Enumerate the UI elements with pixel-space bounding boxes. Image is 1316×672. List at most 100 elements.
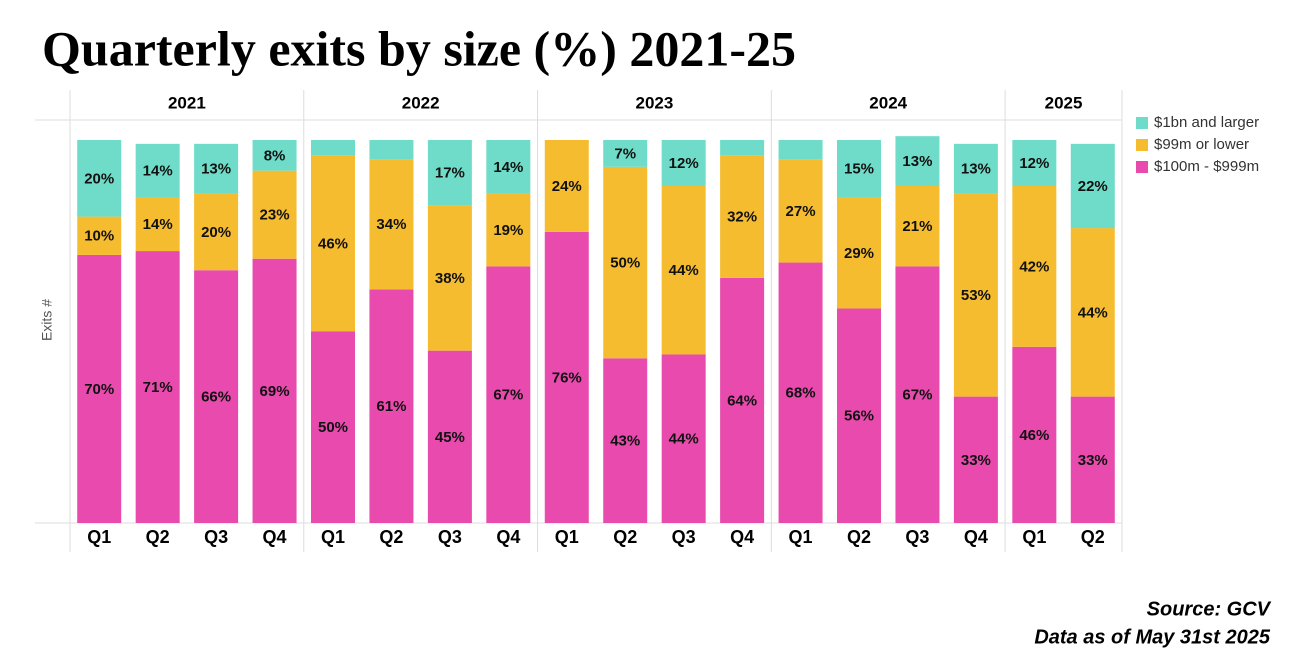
- bar-segment: [252, 170, 297, 259]
- x-tick-label: Q1: [321, 527, 345, 547]
- data-label: 50%: [610, 255, 640, 272]
- x-tick-label: Q1: [789, 527, 813, 547]
- data-label: 27%: [786, 203, 816, 220]
- bar-segment: [194, 270, 239, 523]
- data-label: 61%: [376, 398, 406, 415]
- data-label: 34%: [376, 216, 406, 233]
- data-label: 33%: [961, 452, 991, 469]
- bar-segment: [77, 216, 122, 255]
- legend-swatch: [1136, 161, 1148, 173]
- bar-segment: [953, 193, 998, 397]
- bar-segment: [603, 358, 648, 523]
- x-tick-label: Q3: [672, 527, 696, 547]
- data-label: 10%: [84, 228, 114, 245]
- data-label: 32%: [727, 209, 757, 226]
- data-label: 69%: [260, 383, 290, 400]
- bar-segment: [778, 159, 823, 263]
- x-tick-label: Q3: [204, 527, 228, 547]
- source-note: Source: GCV: [1147, 598, 1272, 620]
- x-tick-label: Q2: [379, 527, 403, 547]
- legend-label: $99m or lower: [1154, 136, 1249, 153]
- data-label: 21%: [902, 218, 932, 235]
- data-label: 66%: [201, 389, 231, 406]
- bar-segment: [720, 155, 765, 278]
- data-label: 42%: [1019, 258, 1049, 275]
- x-tick-label: Q1: [1022, 527, 1046, 547]
- data-label: 64%: [727, 392, 757, 409]
- group-label: 2021: [168, 93, 206, 112]
- bar-segment: [544, 140, 589, 232]
- data-label: 46%: [1019, 427, 1049, 444]
- x-tick-label: Q4: [730, 527, 754, 547]
- x-tick-label: Q1: [555, 527, 579, 547]
- bar-segment: [369, 289, 414, 523]
- bar-segment: [194, 193, 239, 271]
- y-axis-label: Exits #: [39, 299, 55, 341]
- bar-segment: [837, 308, 881, 523]
- data-label: 22%: [1078, 178, 1108, 195]
- bar-segment: [311, 140, 355, 156]
- data-label: 8%: [264, 147, 286, 164]
- data-label: 43%: [610, 433, 640, 450]
- x-tick-label: Q4: [964, 527, 988, 547]
- data-label: 15%: [844, 161, 874, 178]
- data-label: 14%: [493, 159, 523, 176]
- legend-label: $1bn and larger: [1154, 114, 1259, 131]
- x-tick-label: Q2: [613, 527, 637, 547]
- bar-segment: [1070, 228, 1115, 397]
- bar-segment: [486, 266, 531, 523]
- bar-segment: [427, 205, 472, 351]
- x-tick-label: Q2: [1081, 527, 1105, 547]
- data-label: 46%: [318, 235, 348, 252]
- data-label: 12%: [669, 155, 699, 172]
- data-label: 20%: [201, 224, 231, 241]
- group-label: 2025: [1045, 93, 1083, 112]
- data-label: 68%: [786, 385, 816, 402]
- bar-segment: [603, 166, 648, 359]
- x-tick-label: Q2: [146, 527, 170, 547]
- x-tick-label: Q3: [438, 527, 462, 547]
- bar-segment: [661, 354, 706, 523]
- bar-segment: [369, 140, 414, 160]
- group-label: 2022: [402, 93, 440, 112]
- data-label: 14%: [143, 216, 173, 233]
- data-label: 29%: [844, 245, 874, 262]
- bar-segment: [194, 143, 239, 194]
- bar-segment: [1012, 346, 1057, 523]
- bar-segment: [135, 197, 180, 252]
- data-label: 13%: [201, 161, 231, 178]
- data-label: 56%: [844, 408, 874, 425]
- data-label: 44%: [1078, 304, 1108, 321]
- data-label: 45%: [435, 429, 465, 446]
- bar-segment: [252, 258, 297, 523]
- data-label: 19%: [493, 222, 523, 239]
- bar-segment: [135, 143, 180, 198]
- data-label: 17%: [435, 165, 465, 182]
- legend-label: $100m - $999m: [1154, 158, 1259, 175]
- bar-segment: [486, 193, 531, 267]
- data-label: 70%: [84, 381, 114, 398]
- bar-segment: [311, 155, 355, 332]
- data-label: 38%: [435, 270, 465, 287]
- bar-segment: [1012, 140, 1057, 186]
- bar-segment: [427, 350, 472, 523]
- bar-segment: [77, 140, 122, 217]
- bar-segment: [1070, 396, 1115, 523]
- data-label: 53%: [961, 287, 991, 304]
- bar-segment: [603, 140, 648, 167]
- bar-segment: [1070, 143, 1115, 229]
- bar-segment: [837, 197, 881, 309]
- data-label: 13%: [961, 161, 991, 178]
- data-label: 50%: [318, 419, 348, 436]
- data-label: 24%: [552, 178, 582, 195]
- data-label: 33%: [1078, 452, 1108, 469]
- bar-segment: [837, 140, 881, 198]
- x-tick-label: Q4: [496, 527, 520, 547]
- date-note: Data as of May 31st 2025: [1034, 626, 1271, 648]
- bar-segment: [661, 185, 706, 355]
- bar-segment: [720, 277, 765, 523]
- bar-segment: [1012, 185, 1057, 347]
- legend-swatch: [1136, 139, 1148, 151]
- x-tick-label: Q4: [263, 527, 287, 547]
